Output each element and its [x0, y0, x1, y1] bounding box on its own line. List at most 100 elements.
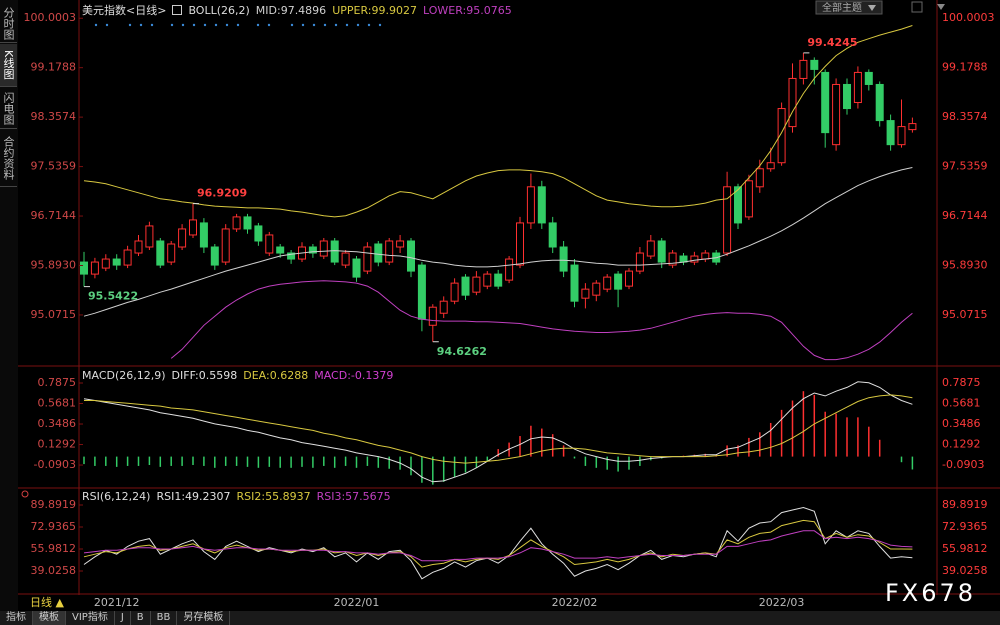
plot: [80, 25, 917, 361]
x-tick-label: 2022/01: [334, 596, 380, 609]
candle-body: [439, 300, 448, 314]
candle-body: [80, 261, 88, 275]
tab[interactable]: 指标: [0, 611, 33, 625]
candle-body: [635, 252, 644, 272]
candle-body: [679, 255, 688, 263]
icon[interactable]: [911, 1, 923, 13]
candle-body: [101, 258, 110, 269]
panel-header: 美元指数<日线> BOLL(26,2) MID:97.4896 UPPER:99.90…: [82, 2, 512, 18]
candle-body: [526, 186, 535, 224]
side-tab[interactable]: 合约资料: [0, 130, 17, 187]
tab[interactable]: VIP指标: [66, 611, 115, 625]
side-tab[interactable]: 分时图: [0, 4, 17, 43]
y-tick-label: 95.0715: [31, 308, 77, 321]
candle-body: [853, 71, 862, 104]
tab[interactable]: 模板: [33, 611, 66, 625]
y-tick-label: 100.0003: [942, 11, 995, 24]
candle-body: [668, 252, 677, 266]
side-tab[interactable]: K线图: [0, 44, 17, 87]
y-tick-label: 39.0258: [942, 564, 988, 577]
candle-body: [90, 261, 99, 275]
candle-body: [145, 225, 154, 248]
y-tick-label: 97.5359: [942, 160, 988, 173]
side-tab[interactable]: 闪电图: [0, 88, 17, 129]
candle-body: [210, 246, 219, 266]
candle-body: [864, 71, 873, 85]
candle-body: [810, 59, 819, 70]
candle-body: [363, 246, 372, 272]
candle-body: [908, 123, 917, 131]
candle-body: [167, 243, 176, 263]
y-tick-label: 55.9812: [942, 542, 988, 555]
theme-button[interactable]: [815, 0, 883, 15]
candle-body: [276, 246, 285, 254]
candle-body: [886, 120, 895, 146]
legend-entry: LOWER:95.0765: [422, 3, 512, 17]
indicator-line: [83, 530, 913, 562]
y-tick-label: 0.1292: [38, 438, 77, 451]
legend-entry: MID:97.4896: [255, 3, 327, 17]
y-tick-label: 98.3574: [31, 110, 77, 123]
candle-body: [537, 186, 546, 224]
candle-body: [134, 240, 143, 254]
price-annotation: 99.4245: [807, 36, 857, 49]
y-tick-label: 95.8930: [942, 258, 988, 271]
candle-body: [832, 83, 841, 146]
y-tick-label: 0.3486: [942, 417, 981, 430]
plot: [83, 381, 914, 485]
candle-body: [330, 240, 339, 263]
icon[interactable]: [937, 4, 945, 10]
indicator-line: [84, 394, 913, 464]
y-tick-label: 0.3486: [38, 417, 77, 430]
candle-body: [374, 243, 383, 263]
candle-body: [112, 258, 121, 266]
candle-body: [843, 83, 851, 110]
panel-header: RSI(6,12,24) RSI1:49.2307 RSI2:55.8937 RSI3…: [82, 490, 391, 503]
candle-body: [657, 240, 666, 263]
candle-body: [341, 252, 350, 266]
sidebar-bg: [0, 0, 18, 625]
candle-body: [570, 264, 579, 302]
legend-entry: RSI3:57.5675: [316, 490, 391, 503]
x-tick-label: 2021/12: [94, 596, 140, 609]
x-tick-label: 2022/02: [552, 596, 598, 609]
period-button[interactable]: 日线 ▲: [30, 595, 64, 609]
indicator-line: [83, 519, 913, 568]
indicator-line: [170, 280, 913, 361]
theme-button-label[interactable]: 全部主题: [822, 1, 862, 14]
y-tick-label: 100.0003: [24, 11, 77, 24]
y-tick-label: 96.7144: [942, 209, 988, 222]
candle-body: [646, 240, 655, 257]
legend-entry: RSI1:49.2307: [156, 490, 231, 503]
candle-body: [319, 240, 328, 257]
legend-entry: DEA:0.6288: [243, 369, 309, 382]
candle-body: [625, 270, 633, 287]
candle-body: [559, 246, 568, 272]
candle-body: [407, 240, 415, 272]
tab[interactable]: J: [115, 611, 131, 625]
settings-icon[interactable]: [21, 490, 29, 498]
candle-body: [352, 258, 361, 278]
legend-entry: RSI2:55.8937: [236, 490, 311, 503]
candle-body: [603, 276, 612, 290]
tab[interactable]: 另存模板: [177, 611, 231, 625]
price-annotation: 96.9209: [197, 187, 247, 200]
y-tick-label: 0.7875: [942, 376, 981, 389]
candle-body: [548, 222, 557, 248]
bottom-tabs: 指标 模板 VIP指标 J B BB 另存模板: [0, 611, 1000, 625]
candle-body: [821, 71, 830, 134]
indicator-line: [83, 167, 913, 317]
tab[interactable]: BB: [151, 611, 178, 625]
candle-body: [483, 273, 492, 287]
candle-body: [744, 180, 753, 218]
tab[interactable]: B: [131, 611, 151, 625]
candle-body: [461, 276, 470, 296]
indicator-name: BOLL(26,2): [188, 3, 250, 17]
candle-body: [385, 240, 394, 263]
candle-body: [265, 234, 274, 254]
candle-body: [428, 306, 437, 326]
candle-body: [123, 249, 132, 266]
candle-body: [417, 264, 426, 320]
candle-body: [243, 216, 252, 230]
